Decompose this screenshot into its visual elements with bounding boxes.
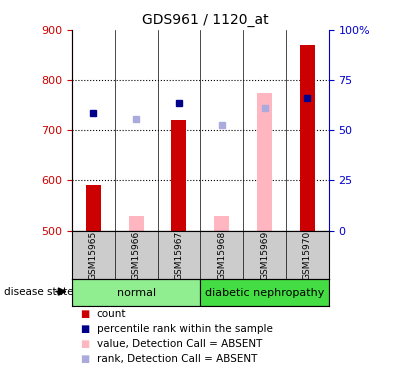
Text: GDS961 / 1120_at: GDS961 / 1120_at <box>142 13 269 27</box>
Bar <box>257 93 272 231</box>
Text: normal: normal <box>117 288 156 297</box>
Text: GSM15966: GSM15966 <box>132 230 141 280</box>
Bar <box>201 279 329 306</box>
Text: disease state: disease state <box>4 287 74 297</box>
Text: GSM15969: GSM15969 <box>260 230 269 280</box>
Bar <box>214 216 229 231</box>
Text: value, Detection Call = ABSENT: value, Detection Call = ABSENT <box>97 339 262 349</box>
Text: ■: ■ <box>80 309 90 319</box>
Text: ■: ■ <box>80 339 90 349</box>
Text: GSM15968: GSM15968 <box>217 230 226 280</box>
Text: rank, Detection Call = ABSENT: rank, Detection Call = ABSENT <box>97 354 257 364</box>
Bar <box>72 279 201 306</box>
Bar <box>171 120 187 231</box>
Bar <box>300 45 315 231</box>
Text: ■: ■ <box>80 354 90 364</box>
Text: ■: ■ <box>80 324 90 334</box>
Text: GSM15967: GSM15967 <box>174 230 183 280</box>
Bar <box>86 186 101 231</box>
Text: GSM15970: GSM15970 <box>303 230 312 280</box>
Bar <box>129 216 143 231</box>
Text: GSM15965: GSM15965 <box>89 230 98 280</box>
Text: count: count <box>97 309 126 319</box>
Text: diabetic nephropathy: diabetic nephropathy <box>205 288 324 297</box>
Text: percentile rank within the sample: percentile rank within the sample <box>97 324 272 334</box>
